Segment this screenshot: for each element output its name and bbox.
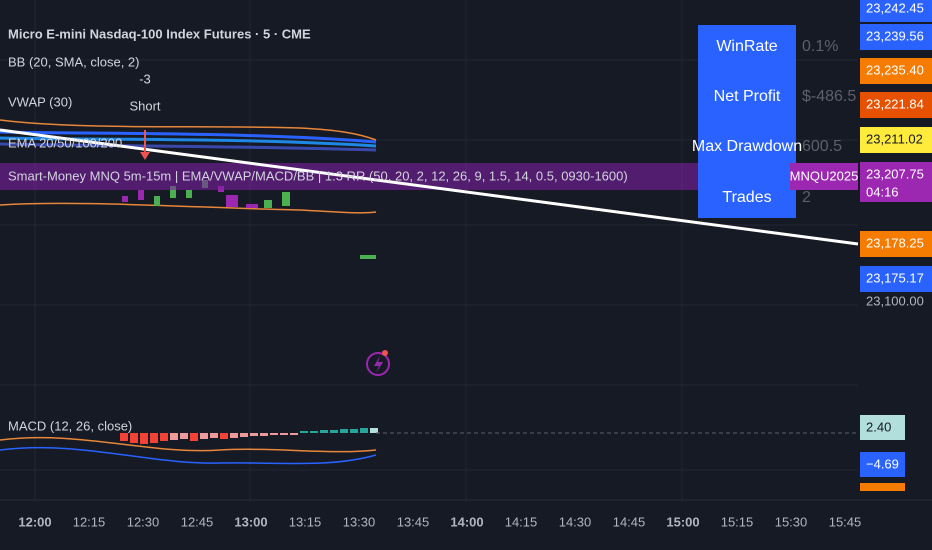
time-tick-label: 15:45 [829,514,862,529]
stat-value: 0.1% [802,38,838,55]
macd-tag [860,415,905,440]
time-tick-label: 15:15 [721,514,754,529]
price-label: 23,221.84 [866,96,924,111]
price-tag [860,231,932,257]
stat-value: $-486.5 [802,88,856,105]
indicator-legend: BB (20, SMA, close, 2) [8,54,140,69]
price-tag [860,92,932,118]
price-tag [860,58,932,84]
price-tag [860,24,932,50]
signal-arrow-head [140,152,150,160]
time-tick-label: 13:30 [343,514,376,529]
trend-line [0,128,859,246]
indicator-legend: MACD (12, 26, close) [8,418,132,433]
time-tick-label: 12:45 [181,514,214,529]
price-tag [860,162,932,202]
indicator-legend: Smart-Money MNQ 5m-15m | EMA/VWAP/MACD/B… [8,168,628,183]
time-tick-label: 15:30 [775,514,808,529]
ema-line [0,130,377,144]
stat-label: Max Drawdown [692,138,802,155]
price-label: 23,100.00 [866,293,924,308]
price-tag [860,127,932,153]
stat-label: Trades [722,189,771,206]
stats-table: WinRate 0.1% Net Profit $-486.5 Max Drawdown… [692,38,857,206]
time-tick-label: 12:00 [18,514,51,529]
time-tick-label: 14:45 [613,514,646,529]
ema-line [0,136,377,148]
price-tag [860,0,932,22]
macd-tag [860,452,905,477]
time-tick-label: 12:15 [73,514,106,529]
ema-line [0,142,377,152]
stats-panel [698,25,796,218]
macd-line [0,446,377,465]
bb-lower [0,202,377,214]
price-label: 23,178.25 [866,235,924,250]
chart-title: Micro E-mini Nasdaq-100 Index Futures · … [8,26,311,41]
countdown: 04:16 [866,184,899,199]
price-label: 23,235.40 [866,62,924,77]
stat-label: Net Profit [714,88,781,105]
symbol-tag [790,163,858,190]
price-label: 23,207.75 [866,166,924,181]
time-tick-label: 14:15 [505,514,538,529]
stat-value: 600.5 [802,138,842,155]
time-tick-label: 13:00 [234,514,267,529]
time-tick-label: 12:30 [127,514,160,529]
time-axis: 12:00 12:15 12:30 12:45 13:00 13:15 13:30 13:45… [18,514,861,529]
bb-upper [0,119,377,141]
time-tick-label: 13:15 [289,514,322,529]
indicator-legend: VWAP (30) [8,94,72,109]
macd-signal [0,436,377,453]
time-tick-label: 14:30 [559,514,592,529]
time-tick-label: 14:00 [450,514,483,529]
time-tick-label: 13:45 [397,514,430,529]
symbol-label: MNQU2025 [790,168,859,183]
signal-value: -3 [139,71,151,86]
time-tick-label: 15:00 [666,514,699,529]
macd-histogram [120,428,378,444]
alert-icon-bolt [374,356,383,373]
alert-icon[interactable] [366,352,390,376]
signal-label: Short [129,98,160,113]
stat-value: 2 [802,189,811,206]
macd-label: −4.69 [866,456,899,471]
price-tag [860,266,932,292]
macd-tag [860,483,905,491]
price-label: 23,211.02 [866,131,923,146]
indicator-legend: EMA 20/50/100/200 [8,135,122,150]
stat-label: WinRate [716,38,777,55]
macd-label: 2.40 [866,419,891,434]
price-label: 23,239.56 [866,28,924,43]
price-axis: 23,242.45 23,239.56 23,235.40 23,221.84 23,2… [860,0,932,308]
price-label: 23,175.17 [866,270,924,285]
alert-dot [382,350,388,356]
price-label: 23,242.45 [866,0,924,15]
candles [122,180,376,259]
